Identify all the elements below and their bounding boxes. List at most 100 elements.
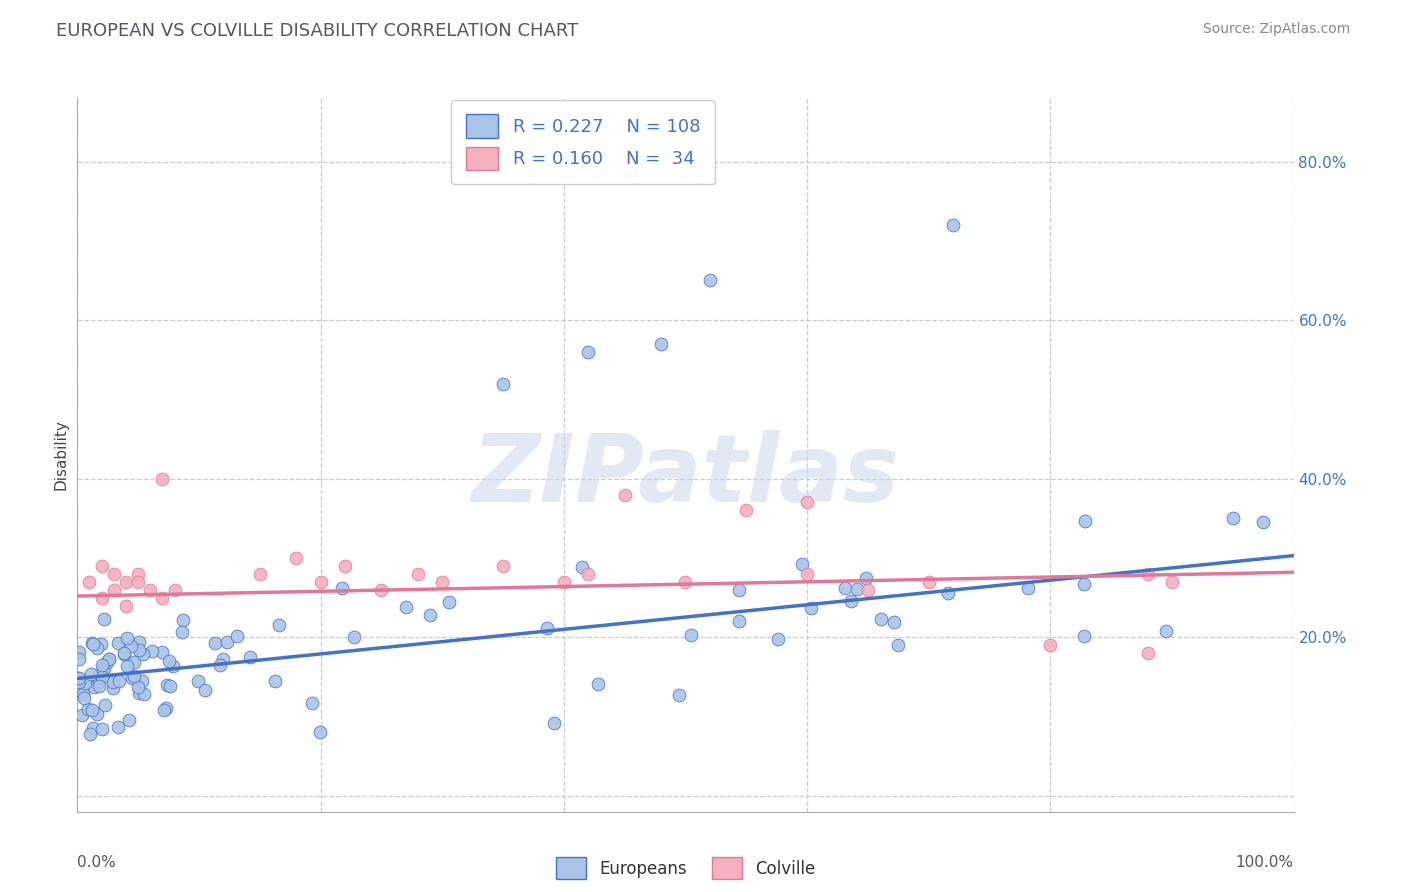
Point xyxy=(679,628,702,642)
Point xyxy=(1073,629,1095,643)
Text: Source: ZipAtlas.com: Source: ZipAtlas.com xyxy=(1202,22,1350,37)
Point xyxy=(918,574,941,589)
Point xyxy=(239,650,262,665)
Point xyxy=(93,611,115,625)
Point xyxy=(536,621,558,635)
Point xyxy=(846,582,869,597)
Point xyxy=(856,582,879,597)
Point xyxy=(67,671,90,685)
Point xyxy=(80,636,103,650)
Point xyxy=(543,715,565,730)
Y-axis label: Disability: Disability xyxy=(53,419,69,491)
Point xyxy=(1074,515,1097,529)
Point xyxy=(699,273,721,287)
Point xyxy=(217,634,239,648)
Point xyxy=(93,660,115,674)
Point xyxy=(492,376,515,391)
Point xyxy=(796,495,818,509)
Point xyxy=(370,582,392,597)
Point xyxy=(132,687,155,701)
Point xyxy=(90,658,112,673)
Point xyxy=(1222,511,1244,525)
Point xyxy=(269,618,291,632)
Point xyxy=(430,574,453,589)
Point xyxy=(301,696,323,710)
Point xyxy=(839,594,862,608)
Point xyxy=(800,601,823,615)
Point xyxy=(97,652,120,666)
Point xyxy=(94,698,117,712)
Point xyxy=(122,655,145,669)
Point xyxy=(406,566,429,581)
Point xyxy=(942,218,965,232)
Point xyxy=(82,637,104,651)
Point xyxy=(87,675,110,690)
Point xyxy=(67,674,90,689)
Point xyxy=(90,558,112,573)
Point xyxy=(127,574,149,589)
Point xyxy=(855,571,877,585)
Point xyxy=(107,720,129,734)
Point xyxy=(309,574,332,589)
Point xyxy=(127,680,149,694)
Point xyxy=(108,673,131,688)
Point xyxy=(79,727,101,741)
Point xyxy=(1154,624,1177,639)
Point xyxy=(90,638,112,652)
Point xyxy=(870,612,893,626)
Point xyxy=(70,707,93,722)
Point xyxy=(72,687,94,701)
Point xyxy=(309,725,332,739)
Point xyxy=(156,678,179,692)
Point xyxy=(194,683,217,698)
Point xyxy=(613,487,636,501)
Point xyxy=(115,631,138,645)
Point xyxy=(114,647,136,661)
Point xyxy=(163,582,186,597)
Point xyxy=(80,703,103,717)
Point xyxy=(87,679,110,693)
Point xyxy=(128,635,150,649)
Point xyxy=(91,660,114,674)
Point xyxy=(67,652,90,666)
Point xyxy=(1136,566,1159,581)
Point xyxy=(90,722,112,736)
Point xyxy=(796,566,818,581)
Point xyxy=(792,558,814,572)
Point xyxy=(73,691,96,706)
Point xyxy=(576,344,599,359)
Point xyxy=(586,677,609,691)
Point xyxy=(157,654,180,668)
Point xyxy=(766,632,789,647)
Point xyxy=(553,574,575,589)
Point xyxy=(115,599,138,613)
Point xyxy=(141,644,163,658)
Point xyxy=(834,581,856,595)
Point xyxy=(103,566,125,581)
Point xyxy=(131,673,153,688)
Point xyxy=(263,674,285,689)
Point xyxy=(127,566,149,581)
Point xyxy=(112,646,135,660)
Point xyxy=(155,700,177,714)
Point xyxy=(86,641,108,656)
Point xyxy=(101,675,124,690)
Point xyxy=(107,635,129,649)
Point xyxy=(162,658,184,673)
Point xyxy=(1017,582,1039,596)
Point xyxy=(86,706,108,721)
Point xyxy=(101,681,124,696)
Point xyxy=(675,574,697,589)
Point xyxy=(139,582,162,597)
Point xyxy=(83,680,105,694)
Point xyxy=(728,615,751,629)
Point xyxy=(172,613,194,627)
Text: 100.0%: 100.0% xyxy=(1236,855,1294,870)
Point xyxy=(1136,646,1159,660)
Point xyxy=(120,639,142,653)
Point xyxy=(152,591,174,605)
Point xyxy=(90,670,112,684)
Legend: Europeans, Colville: Europeans, Colville xyxy=(548,851,823,886)
Point xyxy=(76,702,98,716)
Point xyxy=(395,599,418,614)
